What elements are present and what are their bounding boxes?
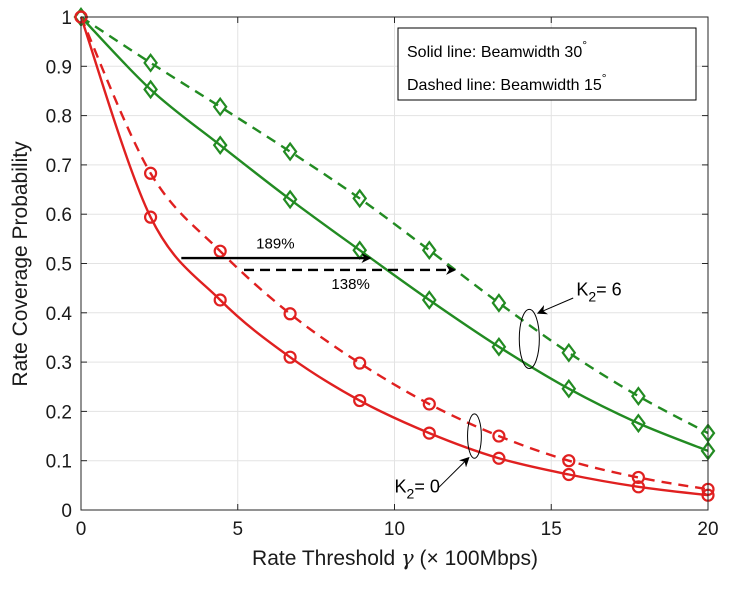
series-markers <box>73 7 716 502</box>
k2-label: K2= 0 <box>395 477 440 502</box>
legend-box <box>397 27 697 101</box>
y-tick-label: 0.9 <box>46 57 72 78</box>
percent-annotation: 189% <box>256 236 294 253</box>
data-point-circle <box>492 451 506 465</box>
data-point-circle <box>562 467 576 482</box>
y-tick-label: 0 <box>61 501 72 522</box>
y-axis-title: Rate Coverage Probability <box>9 141 32 387</box>
tick-labels: 0 5 10 15 20 0 0.1 0.2 0.3 0.4 0.5 0.6 0.7 0.8 0.9 1 <box>46 8 719 540</box>
grid <box>81 17 708 510</box>
data-point-diamond <box>212 135 228 156</box>
axes <box>80 16 709 511</box>
data-point-circle <box>422 397 436 411</box>
y-tick-label: 0.5 <box>46 255 72 276</box>
data-point-diamond <box>352 188 368 209</box>
y-tick-label: 0.4 <box>46 304 73 325</box>
data-point-diamond <box>631 386 646 406</box>
data-point-circle <box>143 166 158 180</box>
data-point-circle <box>631 480 646 494</box>
series-line-1 <box>80 15 709 435</box>
data-point-circle <box>213 244 227 258</box>
x-tick-label: 15 <box>541 519 562 540</box>
x-axis-title: Rate Threshold γ (× 100Mbps) <box>252 546 538 570</box>
data-point-diamond <box>143 79 158 100</box>
data-point-diamond <box>491 336 507 357</box>
data-point-diamond <box>212 96 228 117</box>
data-point-circle <box>492 429 506 443</box>
data-point-circle <box>562 454 576 468</box>
group-ellipse <box>467 413 482 459</box>
data-point-circle <box>353 356 367 370</box>
y-tick-label: 0.7 <box>46 156 72 177</box>
data-point-circle <box>353 393 367 408</box>
pointer-arrow-k6 <box>536 297 574 315</box>
y-tick-label: 0.3 <box>46 353 72 374</box>
legend: Solid line: Beamwidth 30° Dashed line: B… <box>397 27 697 101</box>
k2-label: K2= 6 <box>576 280 621 305</box>
data-point-diamond <box>631 413 646 434</box>
pointer-arrow-k0 <box>438 456 470 489</box>
data-point-diamond <box>282 189 298 210</box>
series-line-2 <box>79 16 709 497</box>
x-tick-label: 20 <box>697 519 718 540</box>
data-point-diamond <box>143 53 158 73</box>
y-tick-label: 1 <box>61 8 72 29</box>
data-point-circle <box>422 426 436 440</box>
data-point-diamond <box>561 342 577 363</box>
y-tick-label: 0.8 <box>46 107 72 128</box>
y-tick-label: 0.1 <box>46 452 72 473</box>
y-tick-label: 0.2 <box>46 402 72 423</box>
data-point-diamond <box>491 293 507 313</box>
data-point-diamond <box>421 240 437 261</box>
data-point-diamond <box>282 141 298 162</box>
data-point-circle <box>283 307 297 321</box>
data-point-circle <box>143 210 158 224</box>
x-tick-label: 0 <box>76 519 87 540</box>
data-point-circle <box>213 293 227 307</box>
series-lines <box>79 15 709 497</box>
percent-annotation: 138% <box>331 276 369 293</box>
group-ellipse <box>518 308 540 370</box>
legend-entry-solid: Solid line: Beamwidth 30° <box>407 38 587 61</box>
legend-entry-dashed: Dashed line: Beamwidth 15° <box>407 71 607 94</box>
data-point-circle <box>283 350 297 364</box>
data-point-circle <box>631 470 646 485</box>
x-tick-label: 5 <box>232 519 243 540</box>
annotations: 189% 138% K2= 6 K2= 0 <box>181 236 622 502</box>
data-point-diamond <box>561 378 577 399</box>
data-point-diamond <box>421 290 437 310</box>
y-tick-label: 0.6 <box>46 205 72 226</box>
series-line-0 <box>80 16 709 452</box>
x-tick-label: 10 <box>384 519 405 540</box>
